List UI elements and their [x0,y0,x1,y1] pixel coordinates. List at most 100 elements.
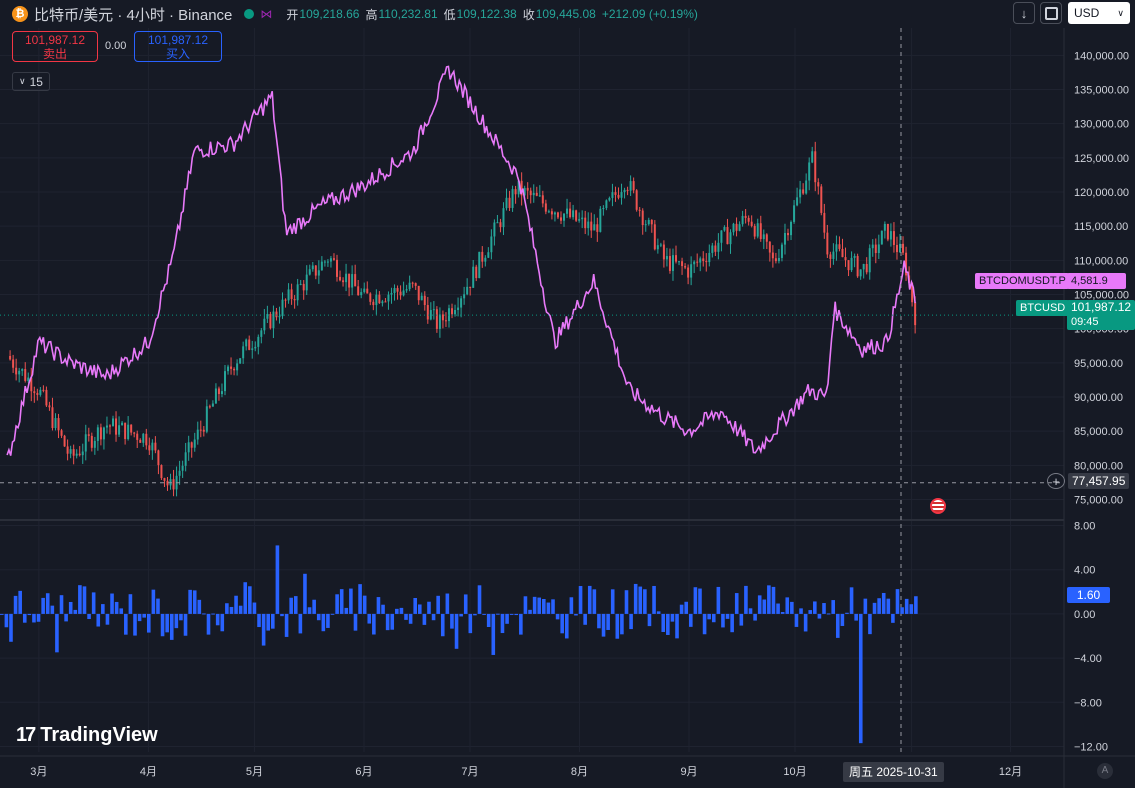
candle-body [662,244,665,260]
candle-body [835,244,838,252]
candle-body [266,314,269,319]
candle-body [865,264,868,273]
histogram-bar [362,595,367,614]
candle-body [668,256,671,271]
candle-body [469,286,472,288]
candle-body [224,371,227,392]
histogram-bar [32,613,36,623]
histogram-bar [165,613,169,633]
candle-body [381,301,384,304]
histogram-bar [831,600,835,614]
candle-body [538,195,541,197]
histogram-bar [349,588,353,614]
histogram-bar [799,608,803,614]
histogram-bar [307,607,312,614]
candle-body [638,209,641,211]
symbol-title[interactable]: 比特币/美元 · 4小时 · Binance [34,6,233,24]
candle-body [753,225,756,237]
candle-body [868,248,871,273]
candle-body [729,232,732,245]
bar-countdown: 09:45 [1071,316,1099,328]
candle-body [451,308,454,315]
candle-body [21,369,24,371]
histogram-bar [96,613,101,627]
histogram-bar [18,590,22,614]
histogram-bar [183,613,188,636]
histogram-bar [767,585,771,614]
candle-body [614,192,617,195]
price-tick-label: 130,000.00 [1074,119,1129,131]
candle-body [118,425,121,435]
histogram-bar [192,590,197,614]
histogram-bar [505,613,509,624]
price-tick-label: 105,000.00 [1074,290,1129,302]
fullscreen-button[interactable] [1040,2,1062,24]
histogram-bar [174,613,179,629]
candle-body [435,309,438,329]
candle-body [802,189,805,194]
candle-body [420,295,423,301]
fullscreen-icon [1044,6,1058,20]
histogram-bar [128,594,133,614]
candle-body [532,192,535,196]
buy-price: 101,987.12 [147,33,209,47]
price-tick-label: 75,000.00 [1074,495,1123,507]
candle-body [139,439,142,443]
candle-body [399,291,402,296]
histogram-bar [620,613,624,635]
histogram-bar [45,593,50,614]
histogram-bar [601,613,606,637]
histogram-bar [119,608,124,614]
histogram-bar [652,585,656,614]
candle-body [671,255,674,271]
economic-event-flag-icon[interactable] [930,498,946,514]
histogram-bar [656,611,661,614]
buy-button[interactable]: 101,987.12 买入 [134,31,222,62]
candle-body [526,187,529,191]
histogram-bar [519,613,523,635]
price-tick-label: 90,000.00 [1074,392,1123,404]
histogram-bar [564,613,569,639]
histogram-tick-label: 0.00 [1074,609,1095,621]
histogram-bar [785,597,790,614]
currency-selector[interactable]: USD ∨ [1068,2,1130,24]
candle-body [796,197,799,206]
auto-scale-button[interactable]: A [1097,763,1113,779]
candle-body [569,208,572,218]
histogram-bar [551,599,555,614]
change-value: +212.09 (+0.19%) [601,7,698,21]
candle-body [335,259,338,277]
candle-body [774,258,777,262]
candle-body [599,208,602,232]
histogram-bar [666,613,670,635]
histogram-bar [243,582,248,614]
add-alert-icon[interactable]: + [1047,473,1065,489]
last-price-tag: 101,987.12 09:45 [1067,300,1135,330]
candle-body [384,301,387,303]
share-icon[interactable]: ⋈ [260,7,273,21]
histogram-bar [500,613,505,634]
candle-body [738,224,741,231]
tradingview-logo-icon: 17 [16,724,36,746]
candle-body [357,286,360,296]
candle-body [63,435,66,447]
candle-body [441,314,444,321]
histogram-bar [367,613,372,624]
candle-body [823,212,826,233]
chevron-down-icon: ∨ [19,76,26,86]
scroll-down-button[interactable]: ↓ [1013,2,1035,24]
candle-body [363,288,366,293]
interval-selector[interactable]: ∨ 15 [12,72,50,91]
sell-button[interactable]: 101,987.12 卖出 [12,31,98,62]
candle-body [605,200,608,208]
candle-body [236,363,239,371]
histogram-bar [826,613,831,615]
histogram-bar [904,598,909,614]
candle-body [148,445,151,451]
candle-body [696,261,699,263]
candle-body [302,283,305,291]
histogram-bar [91,592,96,614]
sell-price: 101,987.12 [24,33,86,47]
candle-body [72,449,75,456]
